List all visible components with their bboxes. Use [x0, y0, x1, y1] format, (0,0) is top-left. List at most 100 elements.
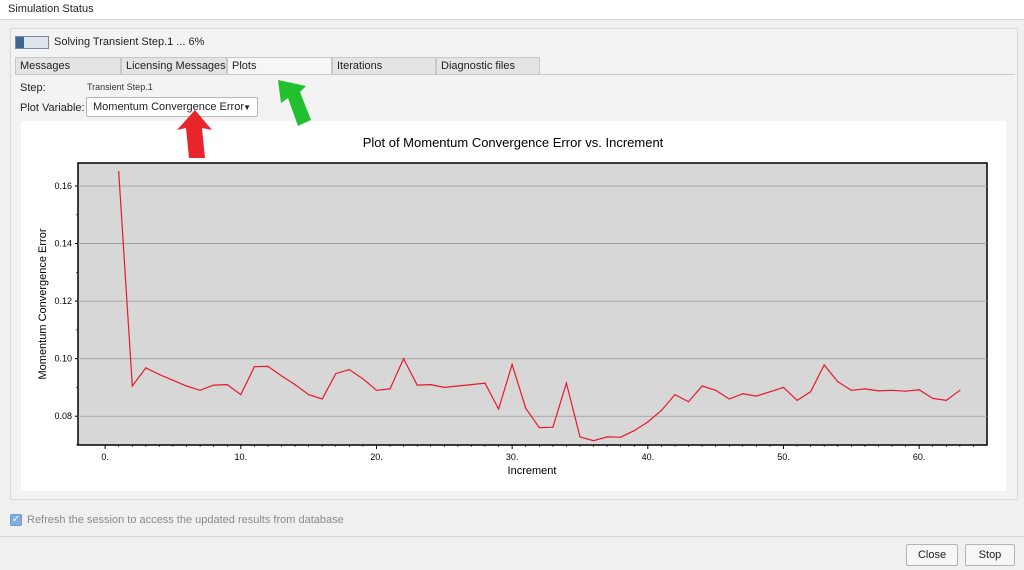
- data-point: [321, 398, 323, 400]
- y-tick-label: 0.10: [54, 354, 72, 364]
- data-point: [552, 426, 554, 428]
- data-point: [660, 409, 662, 412]
- data-point: [470, 383, 473, 386]
- tab-divider: [15, 74, 1015, 75]
- progress-label: Solving Transient Step.1 ... 6%: [54, 36, 205, 48]
- plot-variable-value: Momentum Convergence Error: [93, 101, 245, 113]
- x-tick-label: 50.: [777, 452, 790, 462]
- data-point: [430, 383, 432, 386]
- tab-plots[interactable]: Plots: [227, 57, 332, 75]
- x-tick-label: 20.: [370, 452, 383, 462]
- refresh-checkbox[interactable]: ✓: [10, 514, 22, 526]
- data-point: [592, 440, 595, 442]
- data-point: [348, 369, 350, 371]
- data-point: [864, 388, 866, 390]
- data-point: [199, 389, 201, 391]
- stop-button[interactable]: Stop: [965, 544, 1015, 566]
- data-point: [837, 381, 839, 383]
- data-point: [497, 408, 500, 410]
- data-point: [810, 391, 812, 393]
- data-point: [579, 436, 581, 438]
- data-point: [118, 171, 120, 173]
- data-point: [267, 365, 269, 368]
- data-point: [755, 395, 757, 397]
- data-point: [742, 393, 744, 395]
- data-point: [511, 363, 513, 366]
- data-point: [823, 364, 825, 366]
- x-tick-label: 10.: [235, 452, 248, 462]
- convergence-chart: Plot of Momentum Convergence Error vs. I…: [37, 135, 988, 477]
- data-point: [172, 379, 174, 381]
- data-point: [728, 398, 730, 400]
- window-title: Simulation Status: [0, 0, 1024, 20]
- data-point: [959, 389, 961, 391]
- tab-messages[interactable]: Messages: [15, 57, 121, 74]
- data-point: [945, 399, 947, 401]
- data-point: [443, 386, 445, 389]
- data-point: [796, 399, 798, 401]
- x-tick-label: 30.: [506, 452, 519, 462]
- tab-diagnostic-files[interactable]: Diagnostic files: [436, 57, 540, 74]
- y-tick-label: 0.16: [54, 181, 72, 191]
- chevron-down-icon: ▼: [243, 103, 251, 112]
- x-axis-label: Increment: [508, 465, 557, 477]
- step-label: Step:: [20, 82, 46, 94]
- data-point: [904, 390, 907, 392]
- data-point: [633, 430, 635, 432]
- y-tick-label: 0.08: [54, 411, 72, 421]
- data-point: [145, 367, 147, 369]
- data-point: [158, 373, 161, 376]
- data-point: [715, 389, 717, 391]
- plot-variable-label: Plot Variable:: [20, 102, 85, 114]
- data-point: [647, 421, 649, 423]
- refresh-label: Refresh the session to access the update…: [27, 514, 344, 526]
- data-point: [877, 390, 880, 392]
- data-point: [240, 394, 242, 396]
- data-point: [932, 397, 934, 399]
- footer-divider: [0, 536, 1024, 537]
- step-value: Transient Step.1: [87, 82, 153, 92]
- data-point: [674, 394, 676, 396]
- close-button[interactable]: Close: [906, 544, 958, 566]
- data-point: [416, 384, 418, 386]
- data-point: [620, 436, 622, 438]
- data-point: [280, 375, 283, 377]
- x-tick-label: 40.: [642, 452, 655, 462]
- data-point: [362, 378, 364, 380]
- y-axis-label: Momentum Convergence Error: [37, 228, 49, 379]
- data-point: [701, 385, 703, 387]
- data-point: [538, 427, 540, 429]
- red-arrow-icon: [177, 110, 212, 158]
- data-point: [525, 407, 527, 409]
- tab-iterations[interactable]: Iterations: [332, 57, 436, 74]
- data-point: [131, 385, 133, 387]
- y-tick-label: 0.12: [54, 296, 72, 306]
- data-point: [687, 401, 690, 403]
- progress-fill: [16, 37, 24, 48]
- data-point: [226, 383, 228, 386]
- data-point: [308, 394, 310, 396]
- data-point: [606, 436, 608, 438]
- data-point: [375, 389, 378, 391]
- tab-licensing-messages[interactable]: Licensing Messages: [121, 57, 227, 74]
- y-tick-label: 0.14: [54, 239, 72, 249]
- plot-background: [77, 162, 988, 446]
- data-point: [185, 385, 188, 387]
- x-tick-label: 0.: [101, 452, 109, 462]
- data-point: [484, 382, 486, 384]
- data-point: [253, 366, 255, 368]
- chart-title: Plot of Momentum Convergence Error vs. I…: [363, 135, 664, 150]
- data-point: [403, 358, 405, 360]
- plot-variable-dropdown[interactable]: Momentum Convergence Error ▼: [86, 97, 258, 117]
- data-point: [565, 382, 568, 384]
- data-point: [891, 389, 893, 391]
- data-point: [294, 383, 296, 386]
- x-tick-label: 60.: [913, 452, 926, 462]
- data-point: [213, 384, 215, 386]
- progress-bar: [15, 36, 49, 49]
- plot-area: Plot of Momentum Convergence Error vs. I…: [21, 121, 1006, 491]
- green-arrow-icon: [278, 80, 311, 126]
- status-panel: Solving Transient Step.1 ... 6% Messages…: [10, 28, 1018, 500]
- data-point: [850, 389, 852, 391]
- data-point: [918, 389, 920, 391]
